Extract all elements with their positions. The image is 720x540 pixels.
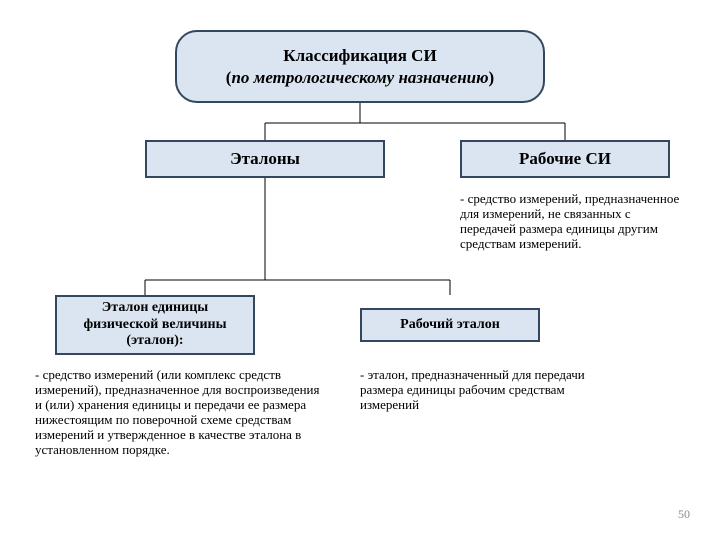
node-rabochiy-etalon: Рабочий эталон xyxy=(360,308,540,342)
root-node: Классификация СИ (по метрологическому на… xyxy=(175,30,545,103)
label-rabochie-si: Рабочие СИ xyxy=(519,149,611,169)
desc-etalon-edinitsy: - средство измерений (или комплекс средс… xyxy=(35,368,320,458)
root-line1: Классификация СИ xyxy=(283,46,436,65)
page-number-value: 50 xyxy=(678,507,690,521)
label-etalon-edinitsy: Эталон единицы физической величины (этал… xyxy=(67,300,243,350)
desc-right-body: - эталон, предназначенный для передачи р… xyxy=(360,367,585,412)
side-desc-body: - средство измерений, предназначенное дл… xyxy=(460,191,679,251)
root-line2-suffix: ) xyxy=(489,68,495,87)
node-etalon-edinitsy: Эталон единицы физической величины (этал… xyxy=(55,295,255,355)
desc-rabochiy-etalon: - эталон, предназначенный для передачи р… xyxy=(360,368,585,413)
page-number: 50 xyxy=(678,507,690,522)
node-rabochie-si: Рабочие СИ xyxy=(460,140,670,178)
desc-left-body: - средство измерений (или комплекс средс… xyxy=(35,367,319,457)
root-line2-italic: по метрологическому назначению xyxy=(231,68,488,87)
label-rabochiy-etalon: Рабочий эталон xyxy=(400,317,500,334)
root-title: Классификация СИ (по метрологическому на… xyxy=(226,45,494,88)
node-etalony: Эталоны xyxy=(145,140,385,178)
side-desc-rabochie-si: - средство измерений, предназначенное дл… xyxy=(460,192,685,252)
label-etalony: Эталоны xyxy=(230,149,300,169)
